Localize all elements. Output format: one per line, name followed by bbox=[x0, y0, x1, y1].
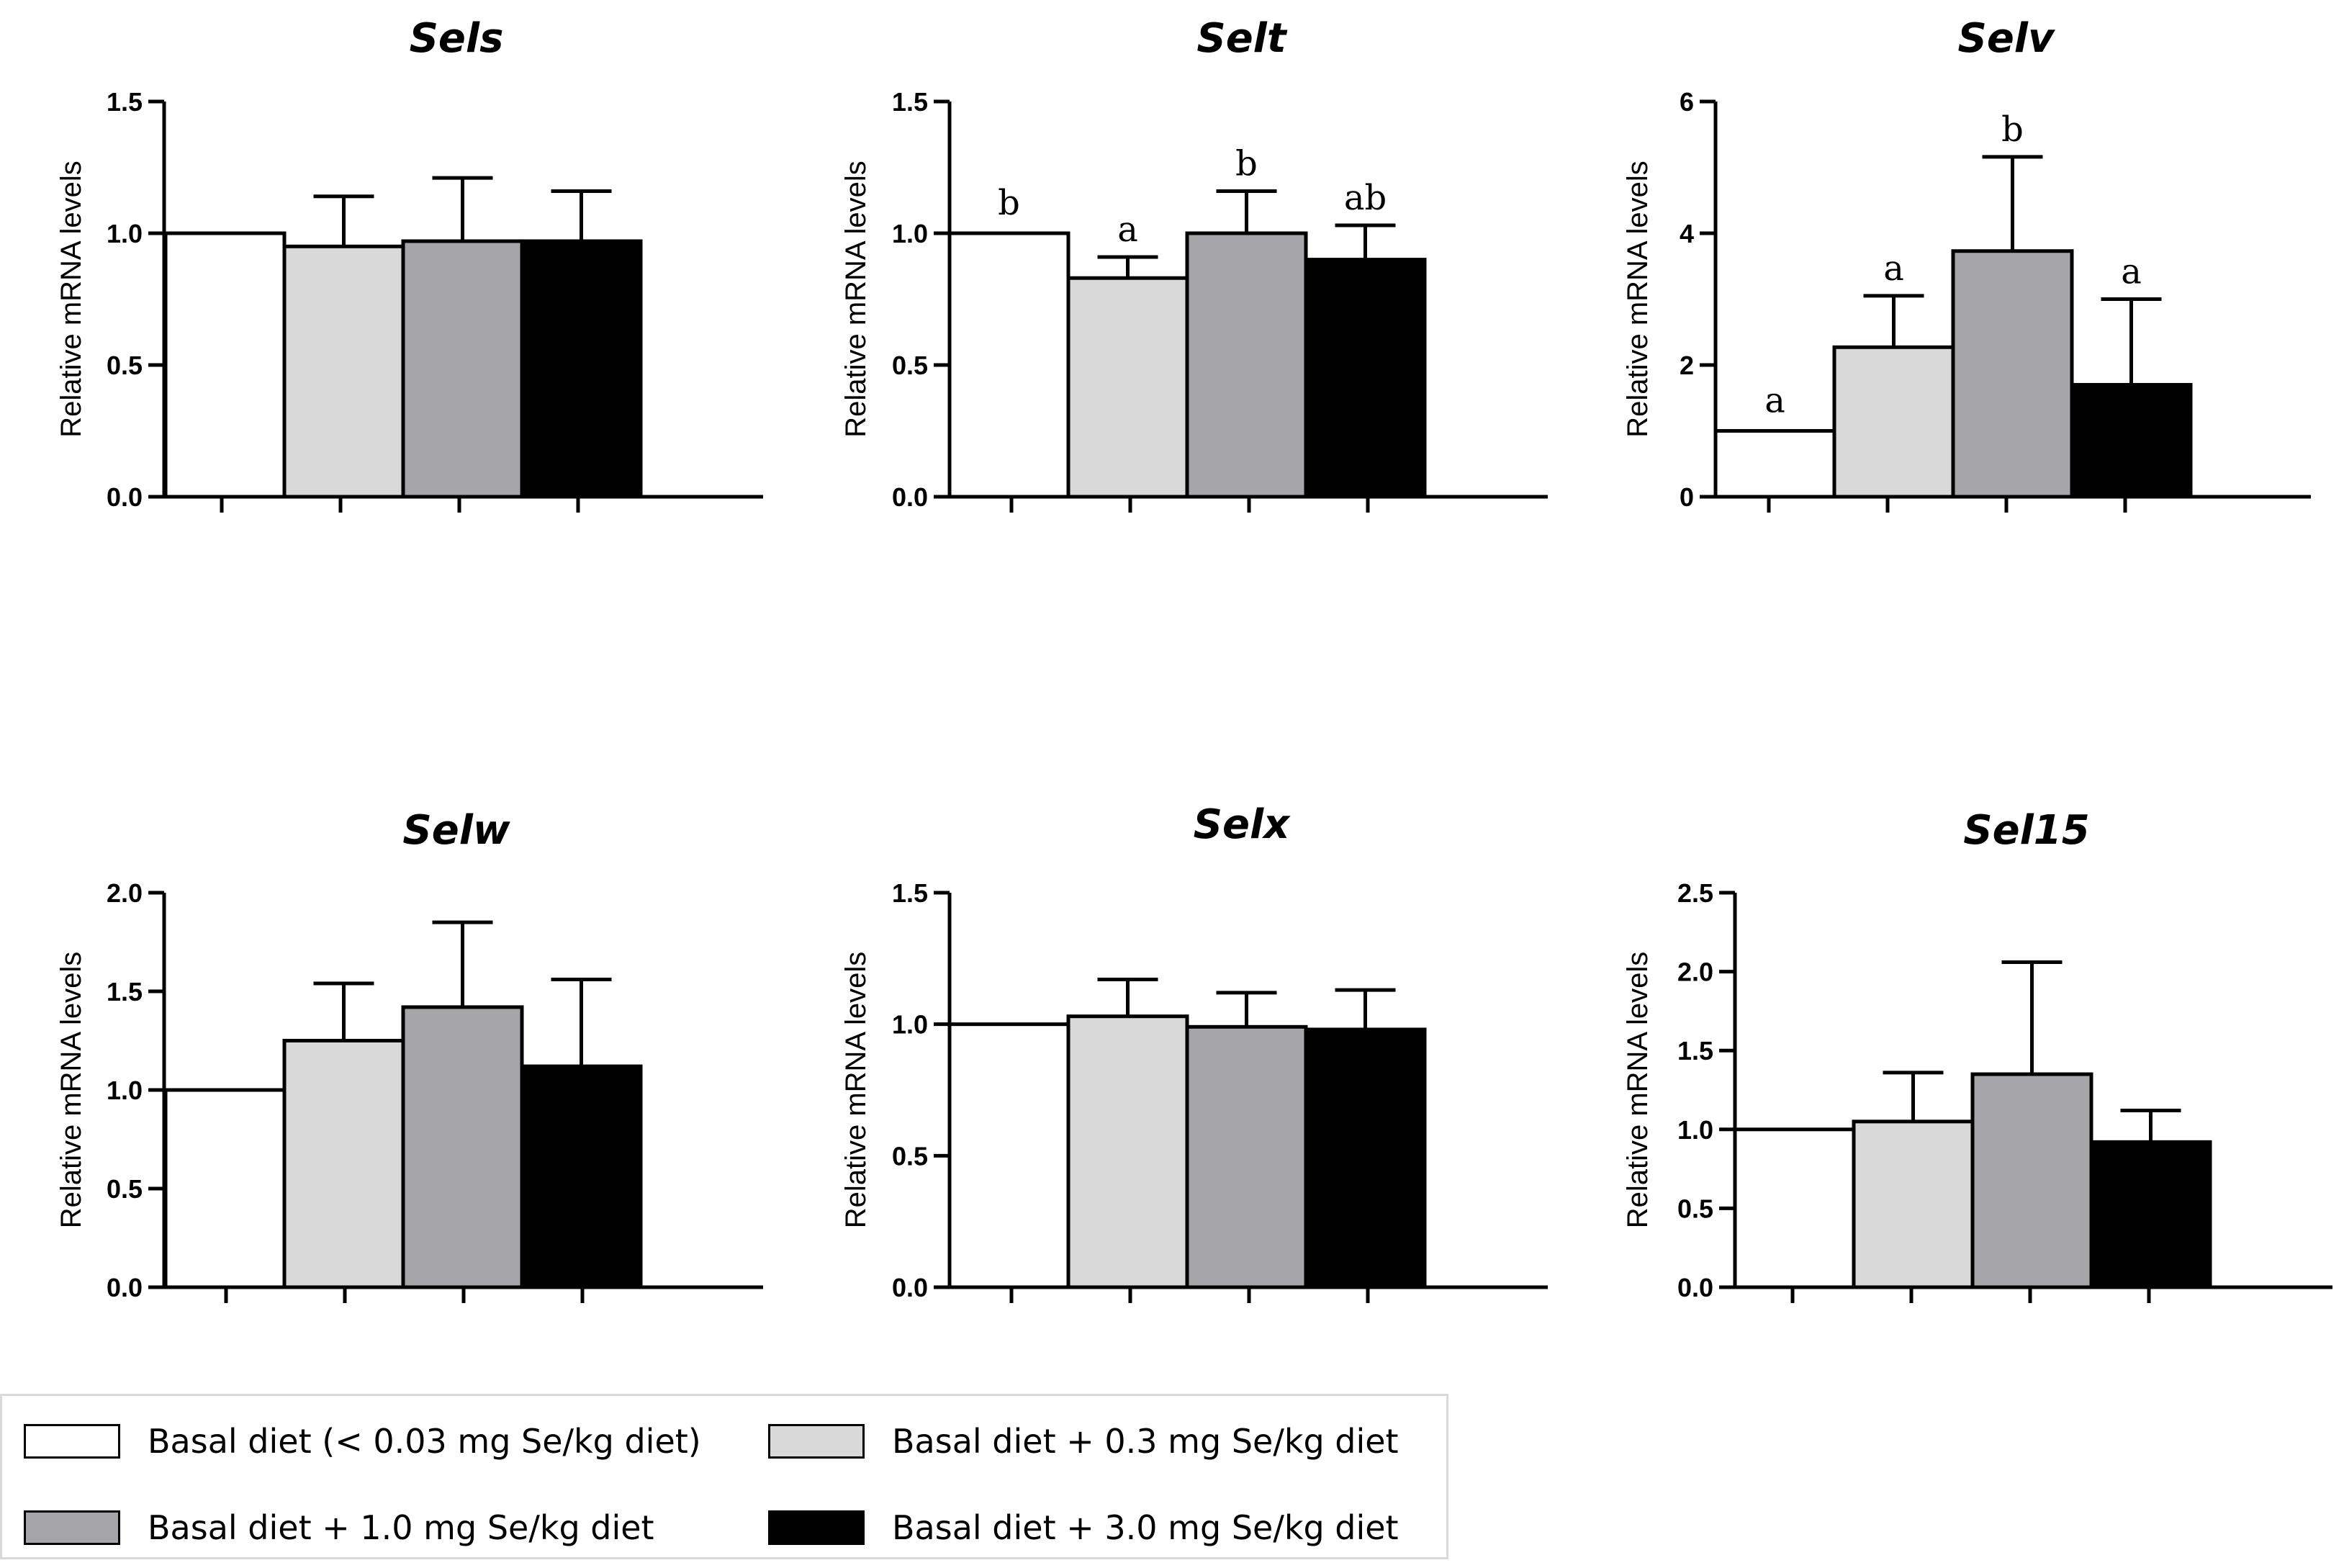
bar-4 bbox=[2089, 1140, 2212, 1289]
y-tick-label: 4 bbox=[1680, 219, 1694, 248]
bar-1 bbox=[1733, 1127, 1856, 1289]
y-tick-label: 2.0 bbox=[1677, 958, 1713, 987]
y-tick-label: 0.0 bbox=[107, 1273, 143, 1302]
y-tick-label: 0.5 bbox=[892, 1141, 928, 1171]
y-tick-label: 2 bbox=[1680, 351, 1694, 380]
y-tick-label: 1.5 bbox=[892, 87, 928, 117]
legend-item-basal: Basal diet (< 0.03 mg Se/kg diet) bbox=[24, 1422, 701, 1461]
y-tick-label: 0.0 bbox=[1677, 1273, 1713, 1302]
y-tick-label: 1.5 bbox=[1677, 1036, 1713, 1065]
bar-1 bbox=[163, 231, 287, 499]
legend-item-3-0: Basal diet + 3.0 mg Se/kg diet bbox=[768, 1508, 1399, 1547]
bar-4 bbox=[2070, 382, 2193, 499]
y-tick-label: 1.0 bbox=[892, 219, 928, 248]
legend-label-3-0: Basal diet + 3.0 mg Se/kg diet bbox=[892, 1508, 1399, 1547]
chart-title: Selx bbox=[1194, 801, 1292, 848]
bar-2 bbox=[282, 244, 405, 499]
y-tick-label: 0.5 bbox=[892, 351, 928, 380]
legend-item-1-0: Basal diet + 1.0 mg Se/kg diet bbox=[24, 1508, 654, 1547]
legend-swatch-1-0 bbox=[24, 1510, 120, 1545]
legend-label-1-0: Basal diet + 1.0 mg Se/kg diet bbox=[148, 1508, 654, 1547]
y-tick-label: 0.0 bbox=[107, 482, 143, 512]
bar-2 bbox=[1066, 276, 1189, 499]
sig-label-1: a bbox=[1764, 381, 1785, 421]
bar-1 bbox=[1713, 429, 1836, 499]
y-axis-label: Relative mRNA levels bbox=[840, 952, 872, 1229]
chart-title: Sels bbox=[410, 15, 504, 62]
y-tick-label: 1.0 bbox=[892, 1010, 928, 1040]
bar-4 bbox=[520, 239, 643, 499]
legend-swatch-3-0 bbox=[768, 1510, 865, 1545]
y-axis-label: Relative mRNA levels bbox=[840, 161, 872, 438]
bar-4 bbox=[520, 1064, 643, 1289]
y-tick-label: 1.5 bbox=[107, 87, 143, 117]
sig-label-2: a bbox=[1117, 209, 1138, 250]
legend-swatch-0-3 bbox=[768, 1424, 865, 1459]
y-tick-label: 1.5 bbox=[107, 977, 143, 1006]
y-tick-label: 1.0 bbox=[1677, 1115, 1713, 1145]
bar-1 bbox=[947, 231, 1070, 499]
bar-3 bbox=[401, 1005, 524, 1289]
chart-title: Selv bbox=[1957, 15, 2055, 62]
bar-1 bbox=[947, 1022, 1070, 1289]
y-tick-label: 6 bbox=[1680, 87, 1694, 117]
bar-4 bbox=[1304, 1027, 1427, 1289]
bar-2 bbox=[1066, 1014, 1189, 1289]
y-tick-label: 2.5 bbox=[1677, 878, 1713, 908]
y-tick-label: 0 bbox=[1680, 482, 1694, 512]
y-axis-label: Relative mRNA levels bbox=[55, 161, 87, 438]
chart-title: Selw bbox=[402, 807, 510, 854]
sig-label-4: a bbox=[2121, 252, 2142, 292]
legend-item-0-3: Basal diet + 0.3 mg Se/kg diet bbox=[768, 1422, 1399, 1461]
bar-3 bbox=[1970, 1072, 2093, 1289]
y-tick-label: 0.5 bbox=[107, 1174, 143, 1204]
sig-label-1: b bbox=[998, 183, 1020, 223]
y-tick-label: 2.0 bbox=[107, 878, 143, 908]
chart-panel-selw: Selw Relative mRNA levels 0.0 0.5 1.0 1.5 2.0 bbox=[55, 807, 763, 1303]
y-tick-label: 0.0 bbox=[892, 1273, 928, 1302]
sig-label-2: a bbox=[1883, 248, 1904, 289]
chart-panel-selx: Selx Relative mRNA levels 0.0 0.5 1.0 1.5 bbox=[840, 801, 1548, 1303]
chart-panel-selv: Selv Relative mRNA levels a a b a 0 2 4 6 bbox=[1622, 15, 2311, 513]
chart-panel-sels: Sels Relative mRNA levels 0.0 0.5 1.0 1.5 bbox=[55, 15, 763, 513]
y-tick-label: 0.0 bbox=[892, 482, 928, 512]
bar-4 bbox=[1304, 258, 1427, 499]
y-axis-label: Relative mRNA levels bbox=[1622, 952, 1654, 1229]
sig-label-3: b bbox=[2001, 109, 2024, 150]
bar-3 bbox=[401, 239, 524, 499]
y-axis-label: Relative mRNA levels bbox=[55, 952, 87, 1229]
y-tick-label: 0.5 bbox=[1677, 1194, 1713, 1223]
legend-label-0-3: Basal diet + 0.3 mg Se/kg diet bbox=[892, 1422, 1399, 1461]
chart-title: Selt bbox=[1196, 15, 1288, 62]
bar-3 bbox=[1185, 231, 1308, 499]
bar-3 bbox=[1185, 1024, 1308, 1289]
y-tick-label: 1.0 bbox=[107, 219, 143, 248]
legend-label-basal: Basal diet (< 0.03 mg Se/kg diet) bbox=[148, 1422, 701, 1461]
chart-title: Sel15 bbox=[1963, 807, 2089, 854]
y-axis-label: Relative mRNA levels bbox=[1622, 161, 1654, 438]
bar-2 bbox=[1852, 1119, 1975, 1289]
bar-2 bbox=[1832, 345, 1955, 499]
sig-label-4: ab bbox=[1344, 178, 1387, 218]
y-tick-label: 0.5 bbox=[107, 351, 143, 380]
chart-panel-sel15: Sel15 Relative mRNA levels 0.0 0.5 1.0 1.5 2.0… bbox=[1622, 807, 2332, 1303]
legend: Basal diet (< 0.03 mg Se/kg diet) Basal … bbox=[0, 1394, 1448, 1559]
bar-2 bbox=[282, 1039, 405, 1289]
bar-1 bbox=[163, 1088, 287, 1289]
legend-swatch-basal bbox=[24, 1424, 120, 1459]
sig-label-3: b bbox=[1235, 143, 1258, 184]
bar-3 bbox=[1951, 249, 2074, 499]
y-tick-label: 1.0 bbox=[107, 1076, 143, 1105]
y-tick-label: 1.5 bbox=[892, 878, 928, 908]
